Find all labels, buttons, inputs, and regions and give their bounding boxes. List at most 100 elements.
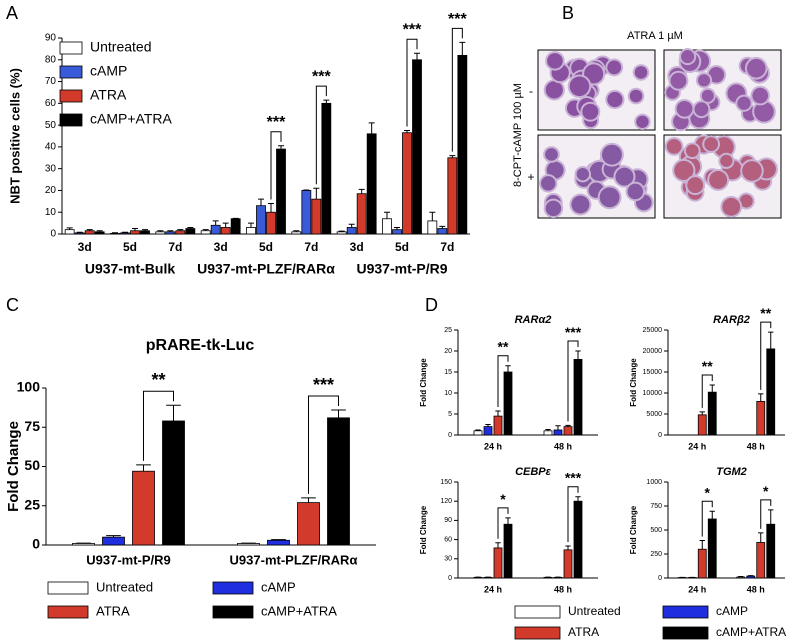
bar: [503, 523, 513, 579]
y-tick-label: 10: [444, 390, 452, 397]
y-tick-label: 500: [650, 527, 662, 534]
x-tick-label: 7d: [168, 240, 182, 254]
significance-bracket: [451, 27, 463, 152]
bar: [563, 549, 573, 579]
x-tick-label: 5d: [259, 240, 273, 254]
subplot-title: RARα2: [515, 314, 552, 326]
bar: [64, 229, 75, 235]
bar: [766, 523, 776, 579]
bar: [155, 231, 166, 235]
y-tick-label: 120: [440, 498, 452, 505]
legend-swatch: [662, 626, 709, 640]
significance-label: ***: [313, 375, 334, 395]
significance-label: ***: [267, 114, 286, 131]
y-tick-label: 10: [45, 207, 57, 218]
legend-label: cAMP: [261, 579, 296, 594]
cell-nucleus: [607, 60, 622, 75]
legend-label: cAMP+ATRA: [261, 603, 337, 618]
error-bar: [459, 41, 466, 56]
significance-label: *: [705, 484, 711, 500]
cell-nucleus: [547, 53, 563, 69]
bar: [447, 157, 458, 235]
bar: [220, 227, 231, 235]
y-tick-label: 25: [444, 327, 452, 334]
bar: [110, 232, 120, 235]
error-bar: [293, 230, 300, 232]
error-bar: [202, 229, 209, 231]
error-bar: [758, 532, 764, 543]
error-bar: [475, 429, 481, 431]
legend-swatch: [212, 605, 254, 619]
y-tick-label: 0: [32, 536, 40, 552]
legend-label: cAMP+ATRA: [716, 625, 786, 639]
y-tick-label: 60: [444, 536, 452, 543]
bar: [175, 230, 186, 235]
bar: [392, 229, 402, 235]
y-tick-label: 250: [650, 551, 662, 558]
cell-nucleus: [636, 115, 649, 128]
cell-nucleus: [607, 91, 623, 108]
bar: [210, 224, 221, 235]
y-tick-label: 50: [45, 120, 57, 131]
cell-nucleus: [666, 139, 682, 154]
bar: [756, 400, 766, 436]
error-bar: [565, 424, 571, 427]
legend-label: ATRA: [568, 625, 599, 639]
cell-nucleus: [676, 100, 693, 117]
significance-bracket: [406, 38, 418, 127]
y-tick-label: 150: [440, 479, 452, 486]
error-bar: [768, 509, 774, 525]
bar: [766, 348, 776, 436]
group-label: U937-mt-P/R9: [356, 261, 447, 277]
cell-nucleus: [709, 171, 728, 189]
error-bar: [555, 425, 561, 430]
cell-nucleus: [752, 87, 769, 104]
error-bar: [439, 225, 446, 229]
error-bar: [167, 230, 174, 232]
legend-swatch: [59, 65, 83, 79]
bar: [543, 430, 553, 436]
y-axis-label: Fold Change: [419, 358, 428, 407]
error-bar: [136, 464, 151, 472]
x-tick-label: 7d: [440, 240, 454, 254]
error-bar: [545, 429, 551, 431]
cell-nucleus: [545, 200, 562, 217]
cell-nucleus: [694, 102, 709, 117]
bar: [427, 220, 438, 235]
significance-bracket: [497, 355, 509, 408]
y-tick-label: 1000: [646, 479, 662, 486]
legend-label: Untreated: [568, 604, 621, 618]
y-axis-label: Fold Change: [629, 505, 638, 554]
bar: [573, 500, 583, 579]
cell-nucleus: [674, 160, 694, 181]
bar: [402, 132, 412, 235]
cell-nucleus: [545, 148, 558, 161]
image-row-label: -: [529, 84, 533, 98]
error-bar: [278, 145, 284, 150]
legend-swatch: [59, 89, 83, 103]
y-tick-label: 25000: [643, 327, 663, 334]
bar: [457, 55, 468, 235]
y-axis-label: Fold Change: [629, 358, 638, 407]
bar: [483, 426, 493, 436]
cell-nucleus: [546, 161, 564, 179]
cell-nucleus: [737, 96, 751, 110]
bar: [366, 133, 377, 235]
micrographs: [537, 48, 782, 219]
legend-swatch: [47, 605, 89, 619]
error-bar: [323, 99, 330, 104]
bar: [185, 228, 196, 235]
error-bar: [358, 188, 365, 194]
bar: [321, 102, 332, 235]
panel-letter: D: [425, 295, 438, 315]
x-tick-label: 5d: [123, 240, 137, 254]
y-axis-label: Fold Change: [5, 421, 22, 512]
bar: [356, 193, 367, 235]
error-bar: [258, 198, 264, 206]
cell-nucleus: [584, 64, 604, 84]
chart-title: pRARE-tk-Luc: [146, 337, 255, 354]
y-tick-label: 30: [444, 556, 452, 563]
significance-label: *: [763, 483, 769, 499]
